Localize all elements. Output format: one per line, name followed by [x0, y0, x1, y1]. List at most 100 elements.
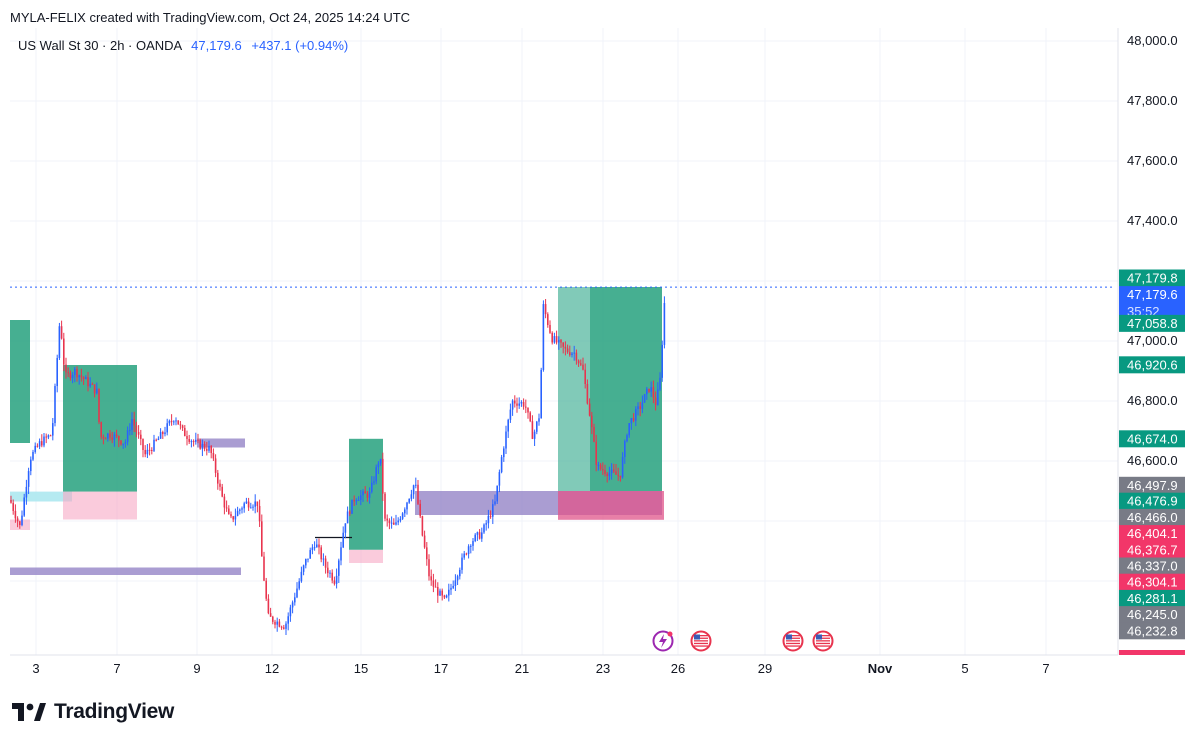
drawn-zones	[10, 287, 664, 575]
candlesticks	[0, 296, 1118, 742]
candle-body	[80, 375, 83, 378]
candle-body	[423, 535, 426, 548]
candle-body	[208, 445, 210, 451]
candle-body	[85, 377, 87, 380]
candle-body	[525, 406, 527, 408]
candle-body	[531, 421, 534, 439]
candle-body	[76, 368, 78, 378]
candle-body	[254, 501, 256, 507]
candle-body	[217, 472, 219, 484]
candle-body	[265, 580, 267, 599]
x-tick-label: 5	[961, 661, 968, 676]
candle-body	[571, 353, 573, 356]
candle-body	[331, 572, 333, 581]
candle-body	[434, 586, 437, 588]
lightning-icon[interactable]	[652, 630, 674, 652]
candle-body	[417, 484, 419, 504]
candle-body	[267, 598, 270, 614]
us-flag-icon[interactable]	[812, 630, 834, 652]
candle-body	[621, 456, 624, 478]
x-tick-label: 17	[434, 661, 448, 676]
price-label-text: 46,376.7	[1127, 542, 1178, 557]
candle-body	[404, 509, 406, 514]
candle-body	[49, 435, 52, 437]
candle-body	[441, 590, 443, 596]
x-tick-label: 23	[596, 661, 610, 676]
candle-body	[593, 426, 595, 442]
candle-body	[115, 434, 118, 437]
symbol-legend[interactable]: US Wall St 30 · 2h · OANDA 47,179.6 +437…	[18, 38, 348, 53]
x-tick-label: 7	[113, 661, 120, 676]
candle-body	[111, 437, 113, 440]
us-flag-icon[interactable]	[782, 630, 804, 652]
candle-body	[340, 547, 342, 561]
candle-body	[162, 432, 164, 435]
candle-body	[107, 433, 109, 439]
candle-body	[155, 439, 157, 441]
candle-body	[362, 491, 364, 496]
candle-body	[287, 616, 289, 624]
candle-body	[388, 520, 391, 524]
candle-body	[353, 499, 355, 502]
candle-body	[445, 595, 448, 598]
candle-body	[384, 493, 386, 519]
candle-body	[584, 369, 586, 384]
candle-body	[626, 435, 628, 442]
candle-body	[602, 469, 604, 471]
candle-body	[45, 436, 47, 438]
candle-body	[443, 595, 446, 598]
candle-body	[544, 304, 547, 315]
tradingview-logo[interactable]: TradingView	[12, 700, 174, 724]
candle-body	[43, 436, 45, 446]
candle-body	[516, 403, 518, 406]
candle-body	[503, 448, 505, 458]
candle-body	[476, 532, 479, 535]
candle-body	[485, 523, 487, 525]
candle-body	[151, 449, 153, 451]
candle-body	[437, 586, 439, 596]
candle-body	[69, 372, 72, 379]
y-tick-label: 47,400.0	[1127, 213, 1178, 228]
candle-body	[364, 491, 366, 494]
candle-body	[496, 485, 498, 502]
candle-body	[93, 384, 96, 394]
zone-pink	[63, 491, 137, 520]
price-label-box	[1119, 286, 1185, 321]
candle-body	[276, 621, 278, 625]
candle-body	[311, 547, 314, 551]
candle-body	[247, 501, 250, 508]
zone-purple	[197, 438, 245, 448]
candle-body	[27, 471, 30, 487]
candle-body	[239, 509, 241, 511]
candle-body	[87, 377, 89, 387]
candle-body	[566, 348, 569, 353]
candle-body	[395, 522, 397, 525]
event-markers[interactable]	[652, 630, 834, 652]
candle-body	[313, 547, 316, 549]
candle-body	[608, 472, 611, 477]
tradingview-logo-text: TradingView	[54, 700, 175, 723]
candle-body	[641, 402, 644, 409]
x-axis-ticks: 3 7 9 12 15 17 21 23 26 29 Nov 5 7	[32, 661, 1049, 676]
price-label-box	[1119, 476, 1185, 494]
candle-body	[498, 472, 501, 486]
candle-body	[465, 553, 468, 555]
candle-body	[34, 445, 36, 452]
candle-body	[382, 458, 384, 494]
candle-body	[648, 388, 650, 392]
candle-body	[212, 453, 215, 459]
candle-body	[38, 441, 41, 447]
candle-body	[241, 508, 243, 510]
price-label-box	[1119, 492, 1185, 510]
candle-body	[514, 400, 516, 404]
zone-green	[349, 438, 383, 550]
candle-body	[236, 510, 239, 516]
candle-body	[560, 339, 562, 343]
price-change-value: +437.1 (+0.94%)	[251, 38, 349, 53]
candle-body	[377, 463, 380, 468]
candle-body	[430, 576, 432, 581]
us-flag-icon[interactable]	[690, 630, 712, 652]
candle-body	[338, 560, 340, 576]
candle-body	[529, 412, 531, 422]
